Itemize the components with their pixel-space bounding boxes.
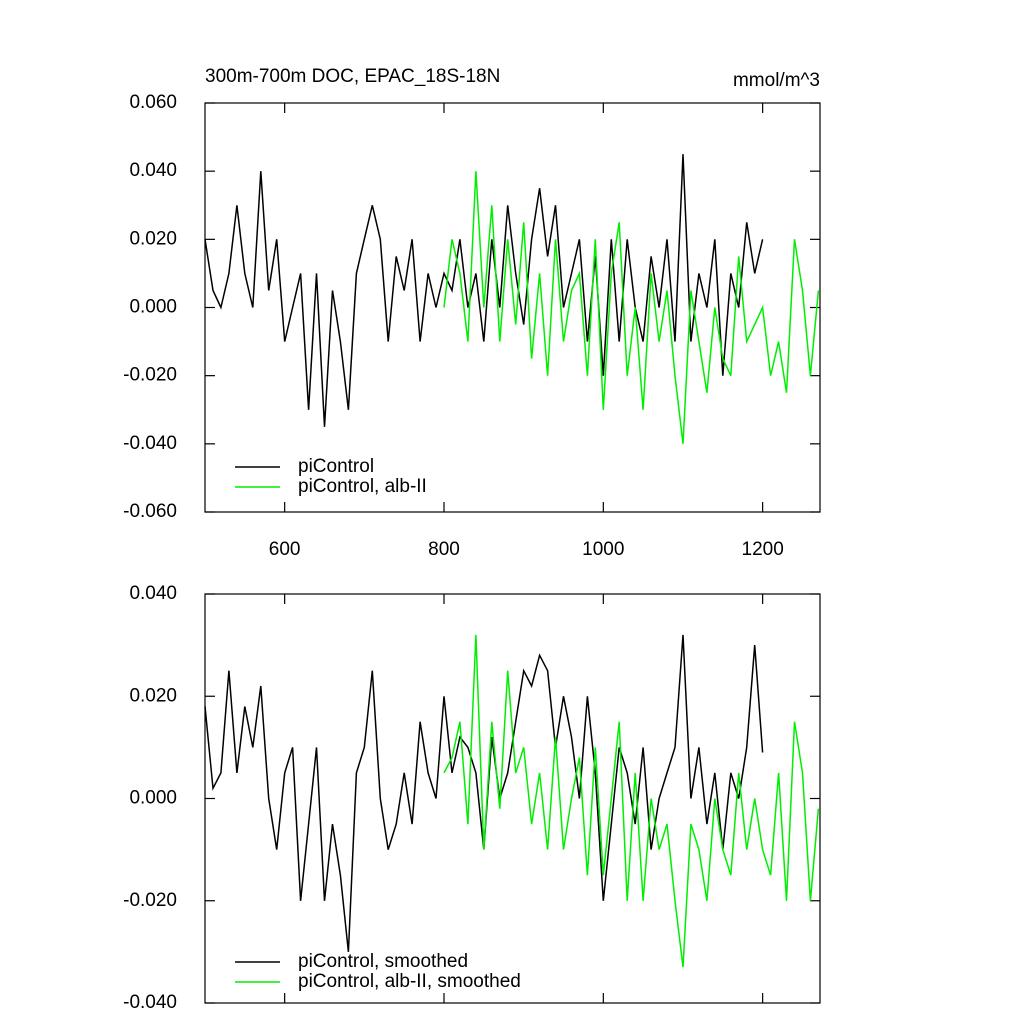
x-tick-label: 1200 <box>742 539 784 560</box>
y-tick-label: -0.060 <box>123 501 177 522</box>
y-tick-label: 0.040 <box>129 583 177 604</box>
y-tick-label: 0.020 <box>129 228 177 249</box>
data-line <box>204 634 764 952</box>
y-tick-label: 0.000 <box>129 788 177 809</box>
legend-label: piControl, alb-II <box>298 476 427 497</box>
y-tick-label: -0.040 <box>123 992 177 1013</box>
data-line <box>443 171 820 444</box>
units-label: mmol/m^3 <box>733 70 820 91</box>
data-line <box>443 634 820 968</box>
legend-label: piControl, alb-II, smoothed <box>298 971 521 992</box>
x-tick-label: 600 <box>269 539 301 560</box>
y-tick-label: 0.060 <box>129 92 177 113</box>
y-tick-label: 0.020 <box>129 685 177 706</box>
x-tick-label: 800 <box>428 539 460 560</box>
y-tick-label: -0.020 <box>123 365 177 386</box>
y-tick-label: 0.040 <box>129 160 177 181</box>
x-tick-label: 1000 <box>582 539 624 560</box>
legend-label: piControl <box>298 456 374 477</box>
chart-title: 300m-700m DOC, EPAC_18S-18N <box>205 66 500 87</box>
y-tick-label: -0.040 <box>123 433 177 454</box>
data-line <box>204 154 764 427</box>
y-tick-label: -0.020 <box>123 890 177 911</box>
y-tick-label: 0.000 <box>129 297 177 318</box>
legend-label: piControl, smoothed <box>298 951 468 972</box>
